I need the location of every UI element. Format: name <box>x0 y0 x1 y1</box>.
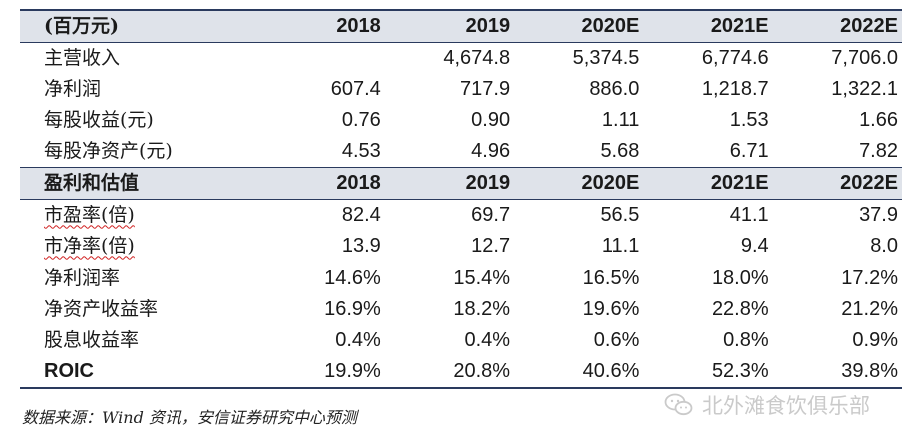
row-label: 主营收入 <box>44 47 121 69</box>
table-row: 净利润率 14.6% 15.4% 16.5% 18.0% 17.2% <box>20 263 902 294</box>
table-cell: 4.96 <box>471 140 511 163</box>
table-row: 市盈率(倍) 82.4 69.7 56.5 41.1 37.9 <box>20 200 902 232</box>
wechat-icon <box>664 393 693 416</box>
table-cell: 18.0% <box>711 266 769 289</box>
table-cell: 0.4% <box>335 329 381 352</box>
table-cell: 19.9% <box>324 360 381 383</box>
table-cell: 21.2% <box>841 297 898 320</box>
table-cell: 886.0 <box>589 78 640 101</box>
table-cell: 1.11 <box>601 109 640 132</box>
row-label: 每股净资产(元) <box>44 140 173 163</box>
row-label: 市盈率(倍) <box>20 200 256 232</box>
table-cell: 0.6% <box>593 329 640 352</box>
table-cell: 16.5% <box>582 266 640 289</box>
table-cell: 0.8% <box>723 329 769 352</box>
table-cell: 40.6% <box>582 360 640 383</box>
row-label: 净利润率 <box>44 266 121 289</box>
header-cell: 2022E <box>840 172 898 195</box>
table-cell: 0.76 <box>341 109 381 132</box>
table-cell: 9.4 <box>740 235 769 258</box>
table-cell: 13.9 <box>341 235 381 258</box>
row-label-text: 市盈率(倍) <box>44 204 135 227</box>
source-note: 数据来源：Wind 资讯，安信证券研究中心预测 <box>22 408 357 427</box>
table-cell: 52.3% <box>711 360 769 383</box>
watermark: 北外滩食饮俱乐部 <box>664 388 870 422</box>
header-cell: 2021E <box>710 172 769 195</box>
row-label-text: 市净率(倍) <box>44 235 135 258</box>
financial-forecast-table: (百万元) 2018 2019 2020E 2021E 2022E 主营收入 4… <box>20 9 902 389</box>
row-label: 市净率(倍) <box>20 231 256 262</box>
table-cell: 1,322.1 <box>831 78 898 101</box>
table-cell: 12.7 <box>471 235 511 258</box>
table-cell: 0.90 <box>471 109 511 132</box>
row-label: ROIC <box>44 360 94 383</box>
table-cell: 69.7 <box>471 204 511 227</box>
table-cell: 4,674.8 <box>443 47 511 69</box>
table-cell: 37.9 <box>859 204 898 227</box>
row-label: 净资产收益率 <box>44 297 159 320</box>
header-cell: (百万元) <box>44 15 119 37</box>
header-cell: 2019 <box>465 172 511 195</box>
table-row: 每股净资产(元) 4.53 4.96 5.68 6.71 7.82 <box>20 136 902 168</box>
header-cell: 盈利和估值 <box>44 172 140 195</box>
header-cell: 2018 <box>336 172 381 195</box>
row-label: 每股收益(元) <box>44 109 154 132</box>
table-header-row: (百万元) 2018 2019 2020E 2021E 2022E <box>20 10 902 43</box>
table-cell: 7,706.0 <box>831 47 898 69</box>
table-row: 每股收益(元) 0.76 0.90 1.11 1.53 1.66 <box>20 105 902 136</box>
table-cell: 41.1 <box>729 204 769 227</box>
table-cell: 0.4% <box>464 329 511 352</box>
watermark-text: 北外滩食饮俱乐部 <box>702 394 870 418</box>
financial-table-wrap: (百万元) 2018 2019 2020E 2021E 2022E 主营收入 4… <box>20 9 902 389</box>
table-cell: 6,774.6 <box>701 47 769 69</box>
table-cell: 82.4 <box>341 204 381 227</box>
table-cell: 56.5 <box>600 204 640 227</box>
table-cell: 1,218.7 <box>701 78 769 101</box>
table-cell: 5,374.5 <box>572 47 640 69</box>
table-cell: 8.0 <box>870 235 898 258</box>
table-cell: 6.71 <box>729 140 769 163</box>
table-cell: 15.4% <box>453 266 511 289</box>
table-row: 市净率(倍) 13.9 12.7 11.1 9.4 8.0 <box>20 231 902 262</box>
table-row: 净资产收益率 16.9% 18.2% 19.6% 22.8% 21.2% <box>20 294 902 325</box>
table-cell: 14.6% <box>324 266 381 289</box>
table-cell: 17.2% <box>841 266 898 289</box>
table-cell: 39.8% <box>841 360 898 383</box>
table-cell: 4.53 <box>341 140 381 163</box>
header-cell: 2022E <box>840 15 898 37</box>
table-cell: 11.1 <box>601 235 640 258</box>
header-cell: 2019 <box>465 15 511 37</box>
table-cell: 18.2% <box>453 297 511 320</box>
table-row: 净利润 607.4 717.9 886.0 1,218.7 1,322.1 <box>20 74 902 105</box>
table-cell: 1.66 <box>859 109 898 132</box>
table-cell: 19.6% <box>582 297 640 320</box>
table-cell: 20.8% <box>453 360 511 383</box>
row-label: 净利润 <box>44 78 102 101</box>
row-label: 股息收益率 <box>44 329 140 352</box>
header-cell: 2020E <box>581 172 640 195</box>
table-cell: 22.8% <box>711 297 769 320</box>
table-row: ROIC 19.9% 20.8% 40.6% 52.3% 39.8% <box>20 356 902 389</box>
table-cell: 1.53 <box>729 109 769 132</box>
table-cell: 607.4 <box>330 78 381 101</box>
header-cell: 2021E <box>710 15 769 37</box>
table-row: 主营收入 4,674.8 5,374.5 6,774.6 7,706.0 <box>20 43 902 75</box>
table-row: 股息收益率 0.4% 0.4% 0.6% 0.8% 0.9% <box>20 325 902 356</box>
table-cell: 0.9% <box>852 329 898 352</box>
table-cell: 7.82 <box>859 140 898 163</box>
table-cell: 717.9 <box>460 78 511 101</box>
header-cell: 2018 <box>336 15 381 37</box>
table-cell <box>256 43 385 75</box>
table-header-row: 盈利和估值 2018 2019 2020E 2021E 2022E <box>20 167 902 200</box>
header-cell: 2020E <box>581 15 640 37</box>
table-cell: 5.68 <box>600 140 640 163</box>
table-cell: 16.9% <box>324 297 381 320</box>
